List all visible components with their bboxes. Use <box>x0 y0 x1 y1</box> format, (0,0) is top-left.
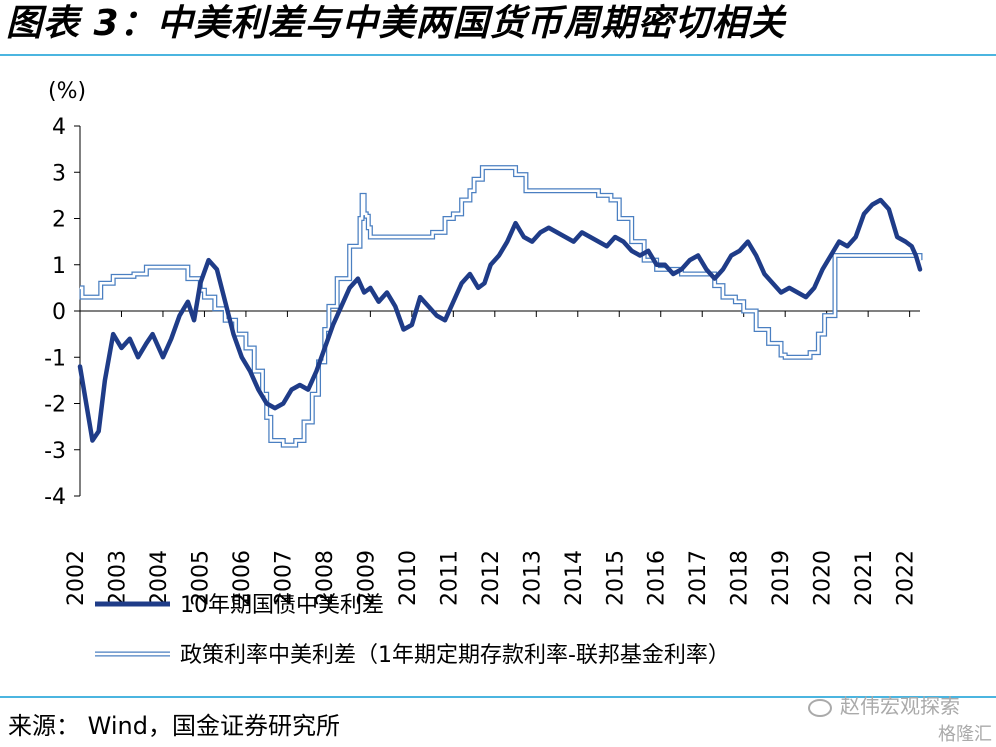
x-tick-label: 2018 <box>728 550 753 606</box>
x-tick-label: 2011 <box>437 550 462 606</box>
y-tick-label: 2 <box>52 208 66 233</box>
title-rule <box>0 54 996 56</box>
source-rule <box>0 696 996 698</box>
y-tick-label: -2 <box>44 393 66 418</box>
x-tick-label: 2009 <box>354 550 379 606</box>
x-tick-label: 2016 <box>645 550 670 606</box>
y-tick-label: -4 <box>44 485 66 510</box>
x-tick-label: 2022 <box>894 550 919 606</box>
x-tick-label: 2006 <box>230 550 255 606</box>
y-unit-label: (%) <box>48 79 86 104</box>
wechat-icon <box>808 698 832 717</box>
x-tick-label: 2004 <box>147 550 172 606</box>
x-tick-label: 2017 <box>686 550 711 606</box>
x-tick-label: 2010 <box>396 550 421 606</box>
watermark-text: 赵伟宏观探索 <box>840 694 960 718</box>
figure-title: 图表 3：中美利差与中美两国货币周期密切相关 <box>6 3 786 44</box>
x-tick-label: 2015 <box>603 550 628 606</box>
x-tick-label: 2014 <box>562 550 587 606</box>
y-tick-label: -1 <box>44 346 66 371</box>
chart: (%) 4 3 2 1 0 -1 -2 -3 -4 2002 2003 2004 2005 2006 2007… <box>44 79 923 668</box>
x-tick-label: 2005 <box>188 550 213 606</box>
x-tick-label: 2013 <box>520 550 545 606</box>
x-tick-label: 2012 <box>479 550 504 606</box>
y-tick-label: 1 <box>52 254 66 279</box>
watermark: 赵伟宏观探索 <box>808 690 960 719</box>
chart-series <box>77 165 923 448</box>
y-tick-label: -3 <box>44 439 66 464</box>
legend-label-bond: 10年期国债中美利差 <box>180 593 384 618</box>
x-tick-label: 2020 <box>811 550 836 606</box>
x-tick-label: 2002 <box>64 550 89 606</box>
x-tick-label: 2019 <box>769 550 794 606</box>
policy-rate-spread-line <box>79 165 923 448</box>
watermark-2: 格隆汇 <box>938 724 992 745</box>
chart-axes: (%) 4 3 2 1 0 -1 -2 -3 -4 2002 2003 2004 2005 2006 2007… <box>44 79 920 606</box>
y-tick-label: 0 <box>52 300 66 325</box>
policy-rate-spread-line-core <box>80 166 922 447</box>
y-tick-label: 3 <box>52 161 66 186</box>
x-tick-label: 2003 <box>105 550 130 606</box>
y-tick-label: 4 <box>52 115 66 140</box>
bond-yield-spread-line <box>77 197 923 443</box>
x-tick-label: 2008 <box>313 550 338 606</box>
x-tick-label: 2007 <box>271 550 296 606</box>
legend-label-policy: 政策利率中美利差（1年期定期存款利率-联邦基金利率） <box>180 643 730 668</box>
x-tick-label: 2021 <box>852 550 877 606</box>
source-note: 来源： Wind，国金证券研究所 <box>8 712 340 740</box>
